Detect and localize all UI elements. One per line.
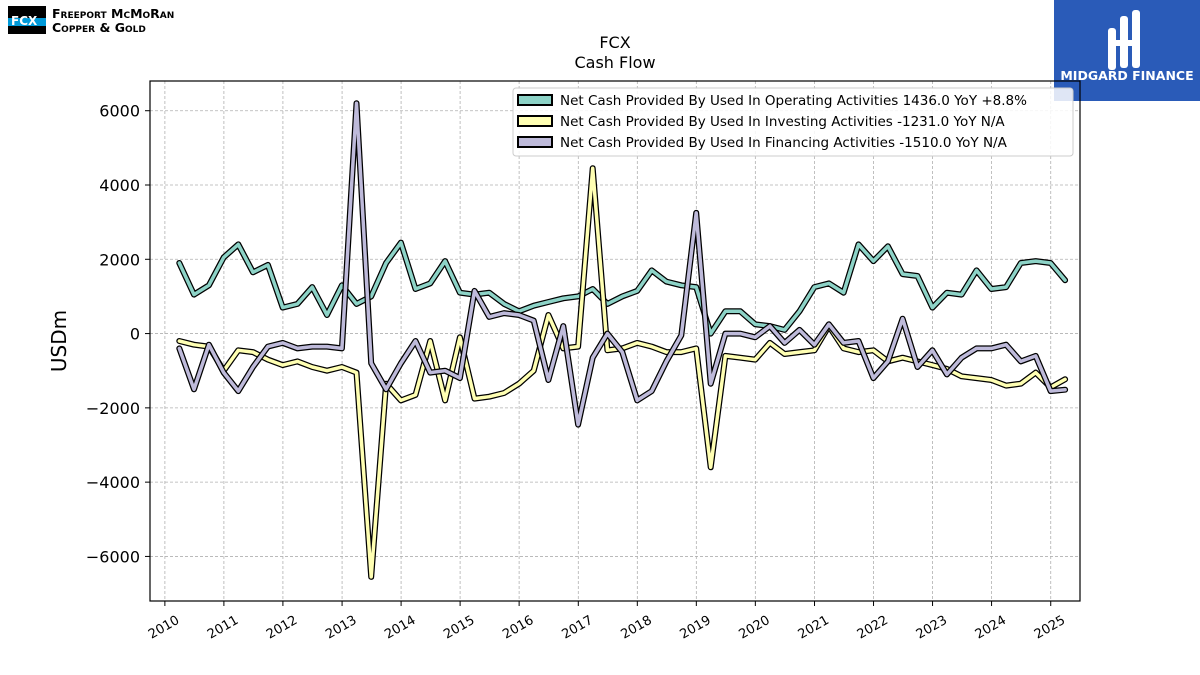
x-tick-label: 2018 <box>618 613 654 643</box>
x-tick-label: 2013 <box>323 613 359 643</box>
financing-series-line <box>177 101 1067 427</box>
x-axis: 2010 2011 2012 2013 2014 2015 2016 2017 2018 2019… <box>146 601 1068 642</box>
y-tick-label: −2000 <box>86 399 140 418</box>
x-tick-label: 2012 <box>264 613 300 643</box>
legend-box <box>512 87 1074 157</box>
plot-frame <box>149 80 1081 602</box>
y-axis: −6000 −4000 −2000 0 2000 4000 6000 <box>86 102 150 566</box>
legend: Net Cash Provided By Used In Operating A… <box>512 87 1074 157</box>
x-tick-label: 2020 <box>737 613 773 643</box>
company-name-line1: Freeport McMoRan <box>52 6 174 21</box>
freeport-mcmoran-logo: FCX Freeport McMoRan Copper & Gold <box>8 6 174 35</box>
midgard-finance-logo: MIDGARD FINANCE <box>1054 0 1200 101</box>
legend-label-operating: Net Cash Provided By Used In Operating A… <box>560 93 1027 109</box>
plot-series <box>176 100 1069 580</box>
operating-series-line <box>177 240 1067 336</box>
y-tick-label: 6000 <box>99 102 140 121</box>
logo-mark-stripe <box>8 18 46 26</box>
watermark-text: MIDGARD FINANCE <box>1060 68 1193 83</box>
y-tick-label: 2000 <box>99 250 140 269</box>
legend-label-investing: Net Cash Provided By Used In Investing A… <box>560 114 1005 130</box>
y-tick-label: −6000 <box>86 547 140 566</box>
x-tick-label: 2019 <box>677 613 713 643</box>
x-tick-label: 2014 <box>382 613 418 643</box>
x-tick-label: 2023 <box>914 613 950 643</box>
x-tick-label: 2016 <box>500 613 536 643</box>
legend-swatch-operating <box>517 94 553 106</box>
y-tick-label: 4000 <box>99 176 140 195</box>
x-tick-label: 2017 <box>559 613 595 643</box>
chart-title: FCX <box>599 33 630 52</box>
x-tick-label: 2025 <box>1032 613 1068 643</box>
x-tick-label: 2010 <box>146 613 182 643</box>
x-tick-label: 2011 <box>205 613 241 643</box>
company-name-line2: Copper & Gold <box>52 20 146 35</box>
logo-mark-text: FCX <box>11 14 38 28</box>
y-axis-label: USDm <box>47 310 71 372</box>
chart-subtitle: Cash Flow <box>574 53 655 72</box>
x-tick-label: 2024 <box>973 613 1009 643</box>
legend-label-financing: Net Cash Provided By Used In Financing A… <box>560 135 1008 151</box>
y-tick-label: −4000 <box>86 473 140 492</box>
y-tick-label: 0 <box>130 325 140 344</box>
legend-swatch-financing <box>517 136 553 148</box>
x-tick-label: 2015 <box>441 613 477 643</box>
x-tick-label: 2022 <box>855 613 891 643</box>
x-tick-label: 2021 <box>796 613 832 643</box>
midgard-emblem-icon <box>1108 10 1140 70</box>
legend-swatch-investing <box>517 115 553 127</box>
